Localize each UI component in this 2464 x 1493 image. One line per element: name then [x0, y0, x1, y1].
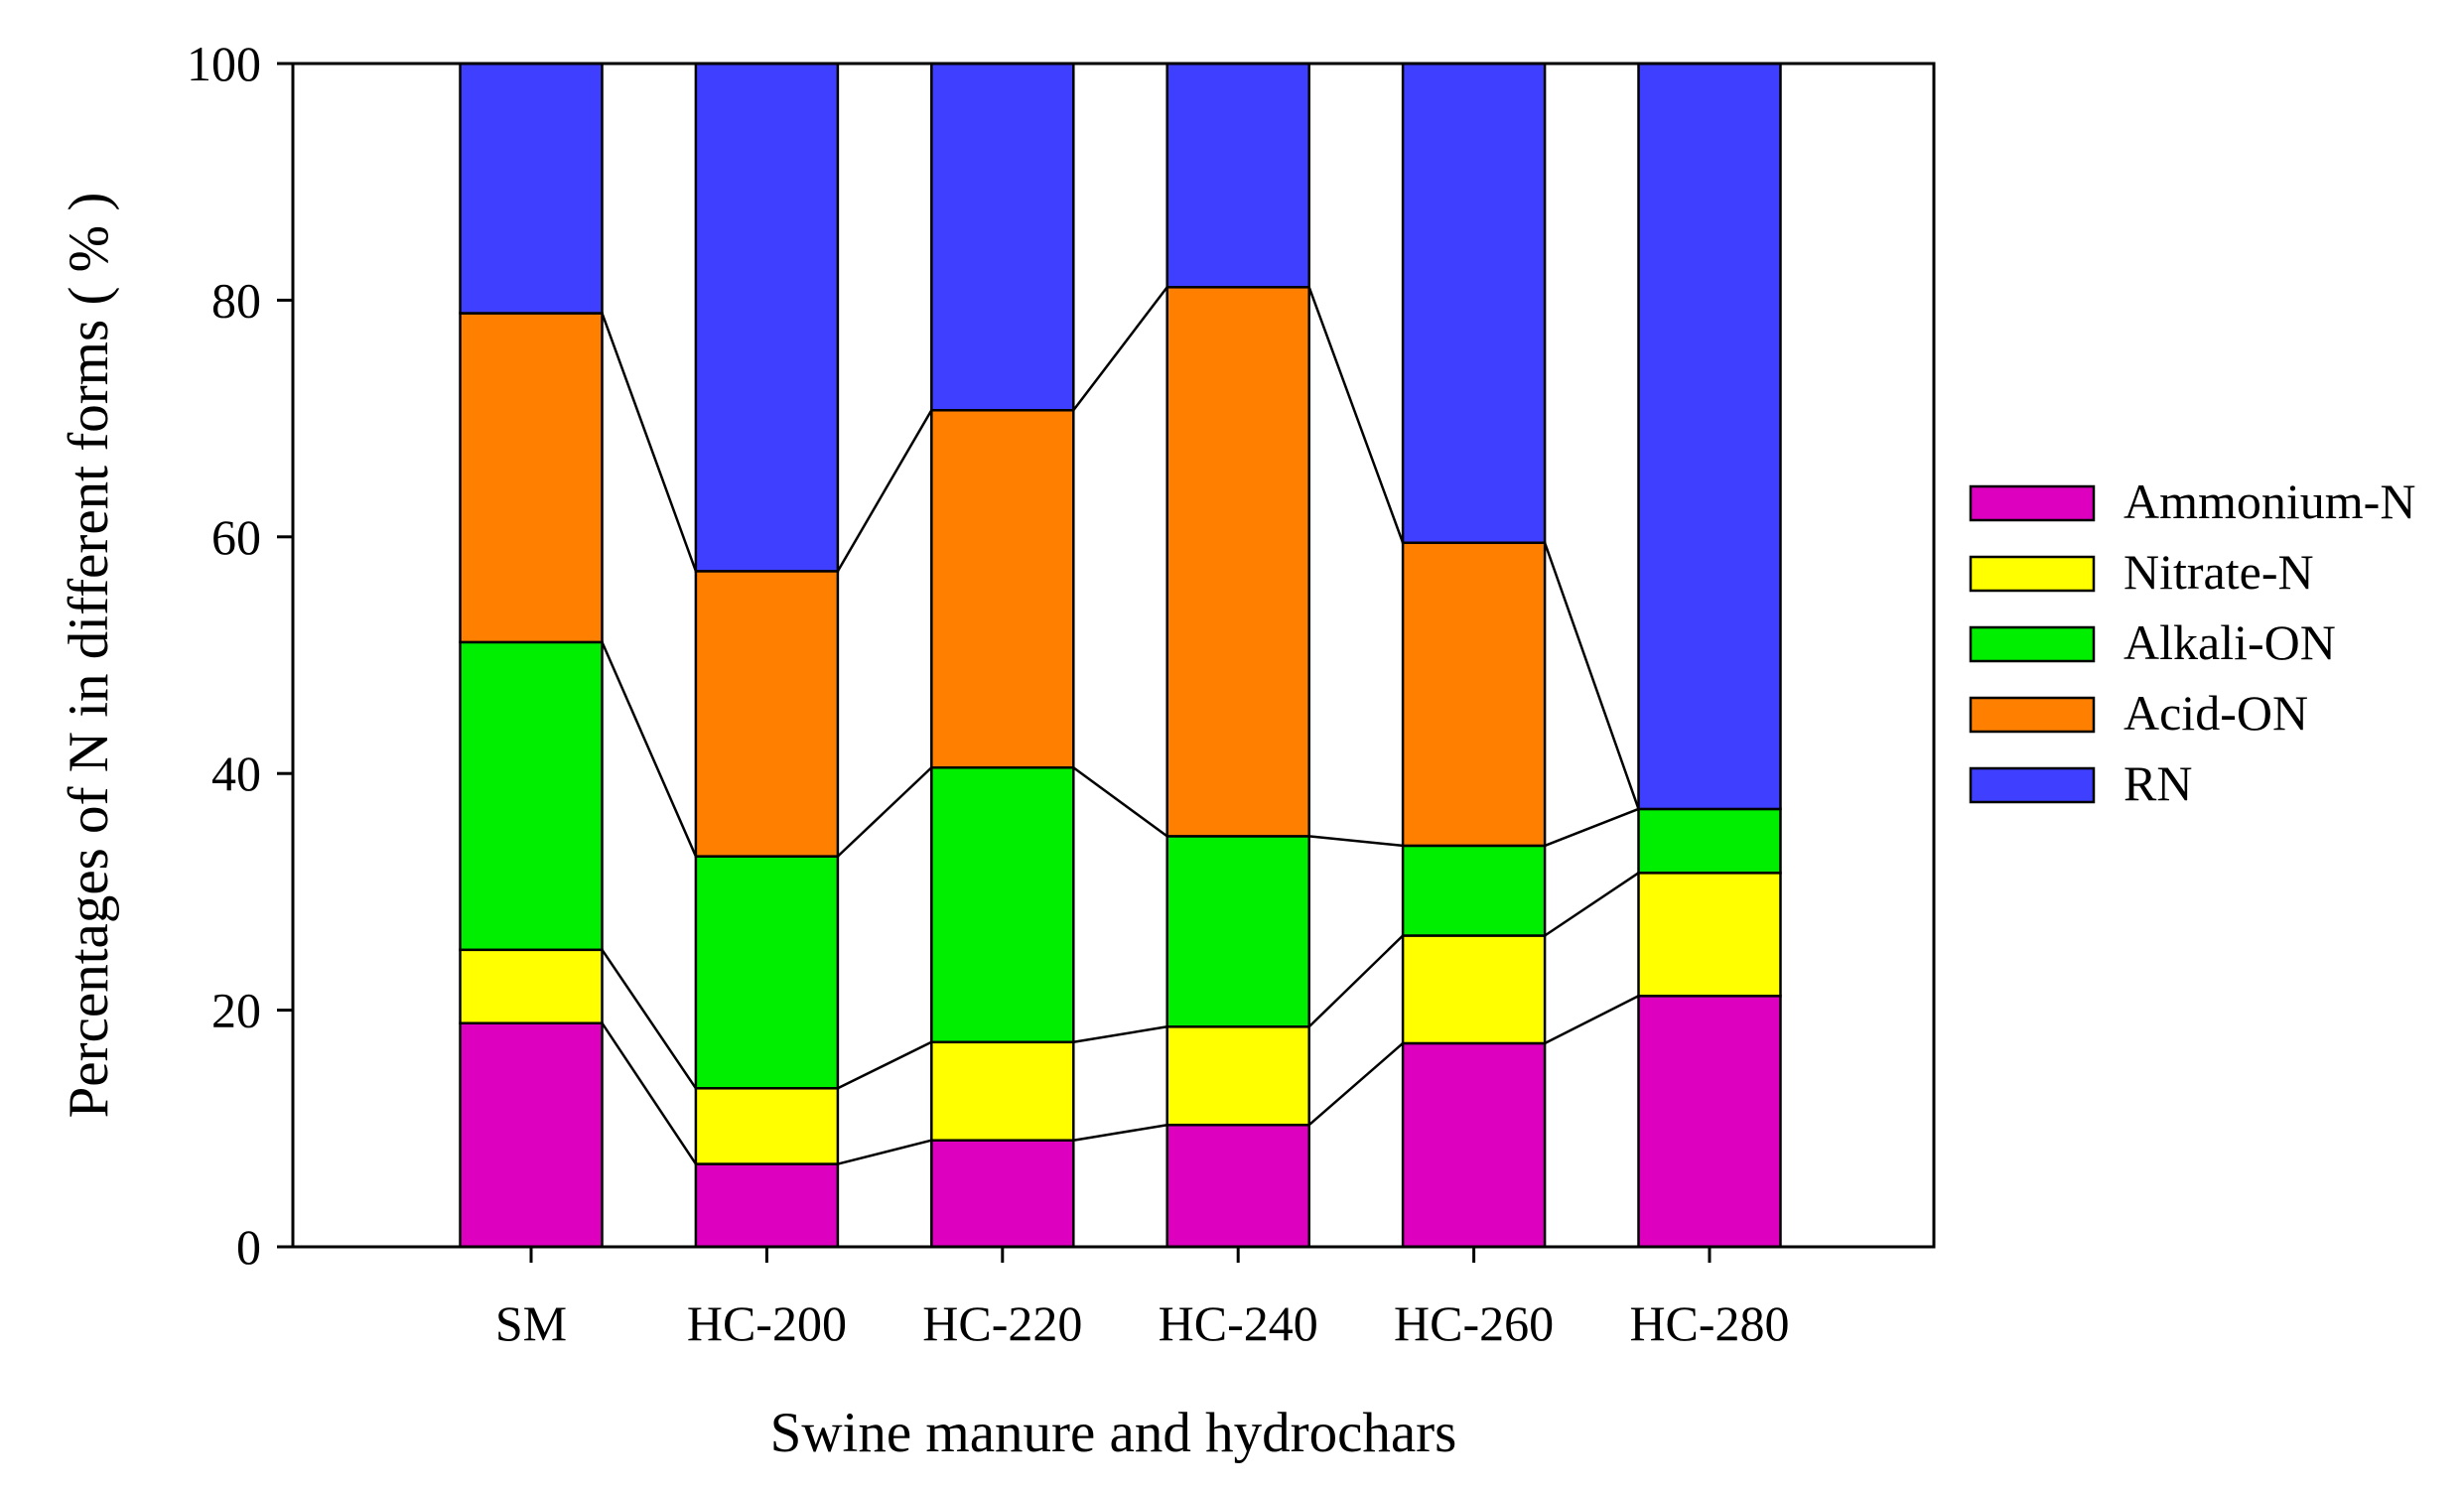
connector-line [1307, 286, 1405, 544]
connector-line [1072, 286, 1168, 412]
bar-segment-acid-on-hc-240 [1165, 286, 1310, 838]
x-tick-label: HC-260 [1394, 1295, 1554, 1351]
bar-segment-ammonium-n-hc-240 [1165, 1123, 1310, 1249]
x-axis: SM HC-200 HC-220 HC-240 HC-260 HC-280 [495, 1247, 1790, 1351]
bar-segment-nitrate-n-sm [459, 948, 604, 1024]
connector-line [836, 409, 933, 572]
y-tick-label: 20 [211, 983, 261, 1038]
legend-swatch-nitrate-n [1969, 555, 2096, 593]
legend-swatch-acid-on [1969, 696, 2096, 734]
plot-area-frame [291, 62, 1936, 1249]
bar-segment-ammonium-n-hc-280 [1637, 995, 1782, 1249]
x-tick-label: HC-200 [687, 1295, 847, 1351]
bar-segment-ammonium-n-hc-200 [694, 1162, 840, 1249]
bars-layer [459, 62, 1782, 1249]
connector-line [1072, 766, 1168, 838]
connector-line [601, 313, 698, 572]
connector-line [1544, 995, 1640, 1045]
bar-segment-alkali-on-hc-220 [930, 765, 1075, 1044]
bar-segment-alkali-on-hc-200 [694, 855, 840, 1090]
legend-label-acid-on: Acid-ON [2123, 685, 2308, 741]
connector-line [1307, 934, 1404, 1028]
x-axis-title: Swine manure and hydrochars [770, 1402, 1457, 1464]
bar-segment-nitrate-n-hc-280 [1637, 872, 1782, 998]
connector-line [837, 1139, 932, 1165]
bar-segment-alkali-on-hc-280 [1637, 807, 1782, 875]
connector-line [1544, 872, 1640, 937]
x-tick-label: HC-280 [1629, 1295, 1789, 1351]
legend-swatch-rn [1969, 766, 2096, 804]
y-tick-label: 40 [211, 746, 261, 801]
legend: Ammonium-N Nitrate-N Alkali-ON Acid-ON RN [1969, 474, 2415, 811]
bar-segment-acid-on-hc-260 [1401, 541, 1547, 848]
bar-segment-ammonium-n-hc-260 [1401, 1041, 1547, 1249]
x-tick-label: HC-240 [1159, 1295, 1318, 1351]
bar-segment-acid-on-hc-220 [930, 409, 1075, 769]
bar-segment-nitrate-n-hc-240 [1165, 1025, 1310, 1127]
connector-line [601, 1022, 697, 1165]
y-axis: 0 20 40 60 80 100 [187, 36, 293, 1275]
legend-swatch-ammonium-n [1969, 484, 2096, 522]
bar-segment-acid-on-hc-200 [694, 570, 840, 858]
connector-line [1544, 807, 1639, 848]
x-tick-label: HC-220 [922, 1295, 1082, 1351]
connector-line [1543, 542, 1640, 810]
y-tick-label: 80 [211, 272, 261, 328]
legend-label-nitrate-n: Nitrate-N [2123, 544, 2314, 600]
bar-segment-rn-hc-220 [930, 62, 1075, 412]
connector-line [837, 1040, 932, 1090]
bar-segment-nitrate-n-hc-260 [1401, 934, 1547, 1045]
y-tick-label: 60 [211, 509, 261, 565]
bar-segment-ammonium-n-sm [459, 1021, 604, 1249]
y-tick-label: 0 [236, 1219, 261, 1275]
bar-segment-nitrate-n-hc-220 [930, 1040, 1075, 1142]
bar-segment-ammonium-n-hc-220 [930, 1139, 1075, 1249]
legend-label-alkali-on: Alkali-ON [2123, 614, 2336, 670]
connector-line [1073, 1025, 1167, 1044]
legend-label-rn: RN [2123, 755, 2192, 811]
legend-label-ammonium-n: Ammonium-N [2123, 474, 2415, 529]
connector-line [1308, 835, 1404, 848]
bar-segment-rn-hc-280 [1637, 62, 1782, 811]
bar-segment-rn-sm [459, 62, 604, 315]
bar-segment-acid-on-sm [459, 312, 604, 644]
legend-swatch-alkali-on [1969, 625, 2096, 663]
connector-line [837, 766, 933, 858]
bar-segment-rn-hc-260 [1401, 62, 1547, 545]
bar-segment-rn-hc-240 [1165, 62, 1310, 289]
bar-segment-rn-hc-200 [694, 62, 840, 573]
connector-line [601, 641, 698, 858]
bar-segment-nitrate-n-hc-200 [694, 1087, 840, 1165]
y-tick-label: 100 [187, 36, 261, 91]
x-tick-label: SM [495, 1295, 567, 1351]
connector-lines [601, 286, 1640, 1165]
connector-line [601, 949, 697, 1089]
y-axis-title: Percentages of N in different forms ( % … [58, 193, 120, 1119]
connector-line [1307, 1042, 1404, 1127]
bar-segment-alkali-on-hc-260 [1401, 844, 1547, 937]
bar-segment-alkali-on-sm [459, 640, 604, 952]
connector-line [1073, 1123, 1167, 1142]
bar-segment-alkali-on-hc-240 [1165, 835, 1310, 1028]
